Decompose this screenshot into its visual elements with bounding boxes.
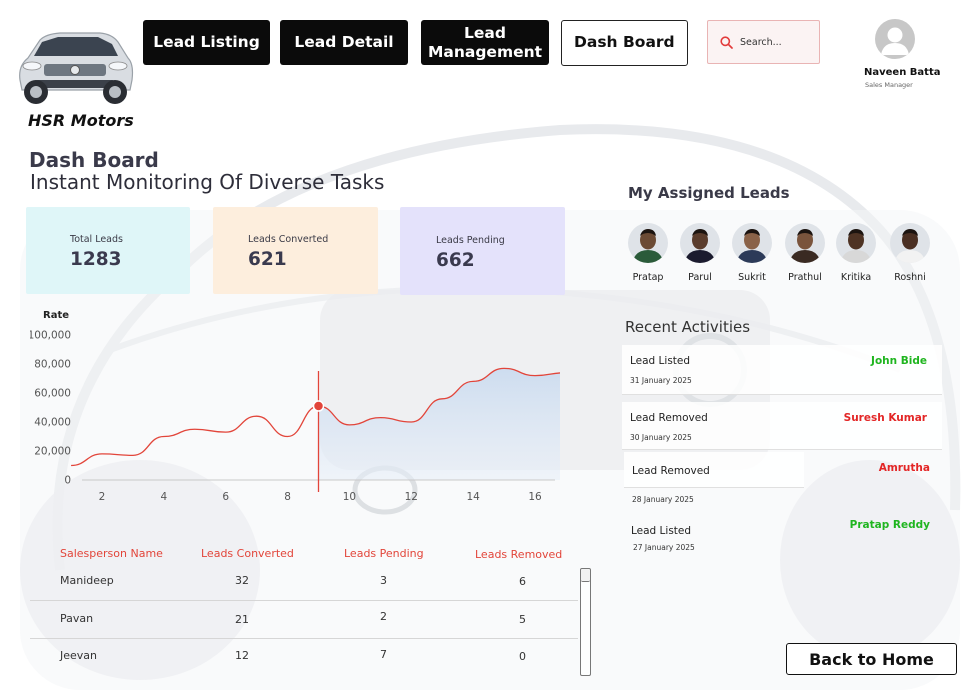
cell-name: Manideep bbox=[60, 574, 114, 587]
cell-removed: 0 bbox=[519, 650, 526, 663]
chart-x-tick-label: 2 bbox=[99, 491, 106, 503]
table-row[interactable]: Jeevan 12 7 0 bbox=[30, 639, 578, 677]
chart-x-tick-label: 10 bbox=[343, 491, 356, 503]
brand-name: HSR Motors bbox=[28, 111, 134, 130]
chart-y-tick-label: 40,000 bbox=[34, 417, 71, 429]
cell-pending: 3 bbox=[380, 574, 387, 587]
table-header-removed: Leads Removed bbox=[475, 548, 563, 561]
nav-lead-management-button[interactable]: Lead Management bbox=[421, 20, 549, 65]
activity-title: Lead Removed bbox=[632, 465, 710, 477]
user-icon bbox=[881, 27, 909, 55]
cell-name: Pavan bbox=[60, 612, 94, 625]
user-name: Naveen Batta bbox=[864, 67, 941, 78]
cell-removed: 5 bbox=[519, 613, 526, 626]
stat-card-leads-converted: Leads Converted 621 bbox=[213, 207, 378, 294]
person-icon bbox=[732, 223, 772, 263]
stat-label: Total Leads bbox=[70, 234, 123, 245]
nav-lead-detail-button[interactable]: Lead Detail bbox=[280, 20, 408, 65]
lead-avatar-roshni[interactable] bbox=[890, 223, 930, 263]
activity-item[interactable] bbox=[624, 452, 804, 488]
page-subtitle: Instant Monitoring Of Diverse Tasks bbox=[30, 170, 385, 194]
table-row[interactable]: Manideep 32 3 6 bbox=[30, 563, 578, 601]
activity-date: 28 January 2025 bbox=[632, 495, 694, 504]
chart-y-tick-label: 60,000 bbox=[34, 388, 71, 400]
table-row[interactable]: Pavan 21 2 5 bbox=[30, 601, 578, 639]
lead-name: Pratap bbox=[632, 272, 664, 283]
stat-card-total-leads: Total Leads 1283 bbox=[26, 207, 190, 294]
lead-avatar-prathul[interactable] bbox=[785, 223, 825, 263]
stat-label: Leads Converted bbox=[248, 234, 329, 245]
table-header-pending: Leads Pending bbox=[344, 547, 424, 560]
chart-y-tick-label: 20,000 bbox=[34, 446, 71, 458]
chart-y-tick-label: 80,000 bbox=[34, 359, 71, 371]
nav-lead-listing-button[interactable]: Lead Listing bbox=[143, 20, 270, 65]
chart-y-axis-label: Rate bbox=[43, 310, 69, 321]
cell-pending: 2 bbox=[380, 610, 387, 623]
rate-chart: Rate 0 20,000 40,000 60,000 80,000 100,000 2 4… bbox=[30, 310, 560, 503]
person-icon bbox=[836, 223, 876, 263]
chart-x-tick-label: 12 bbox=[405, 491, 418, 503]
cell-pending: 7 bbox=[380, 648, 387, 661]
activity-title: Lead Listed bbox=[630, 355, 691, 367]
cell-converted: 21 bbox=[235, 613, 249, 626]
activity-date: 31 January 2025 bbox=[630, 376, 692, 385]
activity-date: 27 January 2025 bbox=[633, 543, 695, 552]
lead-name: Prathul bbox=[788, 272, 822, 283]
table-header-converted: Leads Converted bbox=[201, 547, 294, 560]
chart-y-tick-label: 100,000 bbox=[30, 330, 71, 342]
chart-x-tick-label: 8 bbox=[284, 491, 291, 503]
activity-title: Lead Removed bbox=[630, 412, 708, 424]
chart-x-tick-label: 4 bbox=[161, 491, 168, 503]
cell-converted: 32 bbox=[235, 574, 249, 587]
person-icon bbox=[628, 223, 668, 263]
person-icon bbox=[890, 223, 930, 263]
activity-title: Lead Listed bbox=[631, 525, 692, 537]
search-input[interactable]: Search... bbox=[707, 20, 820, 64]
user-role: Sales Manager bbox=[865, 81, 913, 89]
lead-name: Roshni bbox=[894, 272, 926, 283]
activity-person: Pratap Reddy bbox=[849, 519, 930, 531]
nav-dashboard-button[interactable]: Dash Board bbox=[561, 20, 688, 66]
chart-x-tick-label: 16 bbox=[528, 491, 542, 503]
activity-person: Amrutha bbox=[878, 462, 930, 474]
chart-y-tick-label: 0 bbox=[64, 475, 71, 487]
lead-name: Kritika bbox=[840, 272, 872, 283]
page-title: Dash Board bbox=[29, 148, 159, 172]
cell-converted: 12 bbox=[235, 649, 249, 662]
activity-date: 30 January 2025 bbox=[630, 433, 692, 442]
table-scrollbar[interactable] bbox=[580, 568, 591, 676]
assigned-leads-title: My Assigned Leads bbox=[628, 184, 790, 202]
activity-item[interactable] bbox=[622, 402, 942, 450]
chart-x-tick-label: 14 bbox=[466, 491, 480, 503]
recent-activities-title: Recent Activities bbox=[625, 318, 751, 336]
lead-avatar-sukrit[interactable] bbox=[732, 223, 772, 263]
lead-avatar-parul[interactable] bbox=[680, 223, 720, 263]
cell-removed: 6 bbox=[519, 575, 526, 588]
stat-card-leads-pending: Leads Pending 662 bbox=[400, 207, 565, 295]
lead-name: Parul bbox=[688, 272, 712, 283]
lead-avatar-pratap[interactable] bbox=[628, 223, 668, 263]
person-icon bbox=[680, 223, 720, 263]
stat-label: Leads Pending bbox=[436, 235, 505, 246]
activity-person: Suresh Kumar bbox=[843, 412, 927, 424]
hsr-motors-logo-car bbox=[19, 32, 134, 104]
lead-name: Sukrit bbox=[738, 272, 766, 283]
stat-value: 621 bbox=[248, 249, 287, 270]
lead-avatar-kritika[interactable] bbox=[836, 223, 876, 263]
stat-value: 662 bbox=[436, 250, 475, 271]
search-icon bbox=[720, 35, 733, 49]
activity-item[interactable] bbox=[622, 345, 942, 395]
user-avatar[interactable] bbox=[875, 19, 915, 59]
search-placeholder: Search... bbox=[740, 36, 782, 48]
back-to-home-button[interactable]: Back to Home bbox=[786, 643, 957, 675]
chart-highlight-point[interactable] bbox=[312, 400, 325, 412]
chart-area-fill bbox=[318, 368, 560, 480]
person-icon bbox=[785, 223, 825, 263]
table-scroll-thumb[interactable] bbox=[581, 569, 590, 582]
table-header-name: Salesperson Name bbox=[60, 547, 163, 560]
stat-value: 1283 bbox=[70, 249, 122, 270]
cell-name: Jeevan bbox=[60, 649, 98, 662]
chart-x-tick-label: 6 bbox=[222, 491, 229, 503]
activity-person: John Bide bbox=[871, 355, 927, 367]
